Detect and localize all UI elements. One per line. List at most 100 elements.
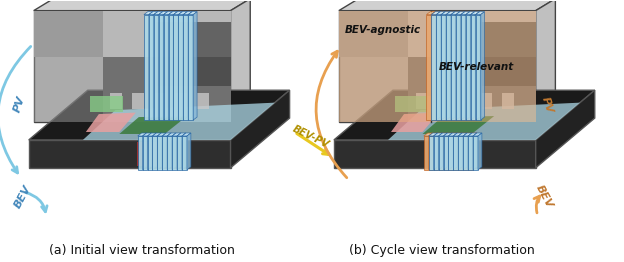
Polygon shape (436, 12, 440, 120)
Polygon shape (172, 133, 181, 136)
Polygon shape (434, 136, 439, 170)
Polygon shape (436, 12, 440, 120)
Polygon shape (175, 93, 187, 109)
Polygon shape (34, 11, 102, 122)
Polygon shape (154, 15, 158, 120)
Polygon shape (230, 0, 250, 122)
Polygon shape (451, 12, 460, 15)
Polygon shape (461, 15, 466, 120)
Polygon shape (468, 133, 477, 136)
Polygon shape (441, 12, 450, 15)
Text: BEV-relevant: BEV-relevant (439, 62, 514, 72)
Polygon shape (439, 133, 442, 170)
Polygon shape (144, 15, 149, 120)
Polygon shape (451, 12, 455, 120)
Polygon shape (102, 57, 230, 122)
Polygon shape (478, 133, 482, 170)
Polygon shape (475, 12, 480, 120)
Polygon shape (451, 15, 456, 120)
Polygon shape (446, 15, 451, 120)
Polygon shape (441, 12, 450, 15)
Polygon shape (449, 133, 457, 136)
Polygon shape (470, 15, 475, 120)
Polygon shape (444, 133, 452, 136)
Polygon shape (449, 136, 454, 170)
Polygon shape (34, 0, 250, 11)
Polygon shape (110, 93, 122, 109)
Polygon shape (158, 12, 163, 120)
Polygon shape (422, 116, 494, 134)
Polygon shape (391, 113, 439, 132)
Polygon shape (434, 133, 437, 170)
Polygon shape (456, 12, 460, 120)
Polygon shape (466, 12, 475, 15)
Polygon shape (426, 12, 436, 15)
Text: BEV: BEV (13, 183, 34, 210)
Polygon shape (463, 136, 468, 170)
Polygon shape (162, 133, 171, 136)
Polygon shape (143, 133, 147, 170)
Polygon shape (439, 133, 447, 136)
Polygon shape (163, 12, 167, 120)
Polygon shape (470, 12, 480, 15)
Polygon shape (182, 133, 191, 136)
Polygon shape (90, 96, 124, 112)
Polygon shape (429, 133, 437, 136)
Polygon shape (441, 12, 445, 120)
Text: PV: PV (12, 95, 27, 114)
Polygon shape (473, 133, 477, 170)
Polygon shape (178, 12, 187, 15)
Polygon shape (431, 15, 436, 120)
Polygon shape (461, 12, 470, 15)
Polygon shape (458, 133, 462, 170)
Polygon shape (149, 12, 158, 15)
Polygon shape (137, 142, 157, 166)
Polygon shape (434, 133, 442, 136)
Polygon shape (86, 113, 136, 132)
Polygon shape (451, 15, 456, 120)
Polygon shape (182, 133, 186, 170)
Polygon shape (154, 93, 165, 109)
Polygon shape (29, 140, 230, 168)
Polygon shape (158, 15, 163, 120)
Polygon shape (475, 12, 484, 15)
Polygon shape (463, 133, 472, 136)
Polygon shape (182, 136, 187, 170)
Text: (a) Initial view transformation: (a) Initial view transformation (49, 244, 235, 257)
Polygon shape (446, 12, 455, 15)
Polygon shape (334, 140, 535, 168)
Polygon shape (458, 133, 467, 136)
Text: PV: PV (540, 95, 554, 114)
Polygon shape (439, 136, 444, 170)
Text: BEV-PV: BEV-PV (291, 124, 330, 150)
Polygon shape (461, 12, 465, 120)
Polygon shape (162, 136, 167, 170)
Polygon shape (188, 12, 197, 15)
Polygon shape (456, 12, 465, 15)
Polygon shape (436, 15, 441, 120)
Polygon shape (470, 12, 475, 120)
Polygon shape (173, 12, 177, 120)
Polygon shape (454, 133, 462, 136)
Polygon shape (444, 133, 452, 136)
Polygon shape (431, 11, 535, 122)
Polygon shape (339, 11, 407, 122)
Polygon shape (456, 15, 461, 120)
Polygon shape (475, 12, 480, 120)
Polygon shape (167, 133, 171, 170)
Polygon shape (456, 12, 460, 120)
Polygon shape (458, 133, 467, 136)
Polygon shape (157, 136, 162, 170)
Polygon shape (429, 96, 448, 112)
Text: (b) Cycle view transformation: (b) Cycle view transformation (349, 244, 535, 257)
Polygon shape (119, 116, 187, 134)
Polygon shape (436, 15, 441, 120)
Polygon shape (431, 12, 436, 120)
Polygon shape (339, 11, 535, 122)
Polygon shape (143, 133, 152, 136)
Polygon shape (449, 133, 452, 170)
Polygon shape (454, 136, 458, 170)
Polygon shape (429, 133, 437, 136)
Polygon shape (466, 12, 470, 120)
Polygon shape (461, 15, 466, 120)
